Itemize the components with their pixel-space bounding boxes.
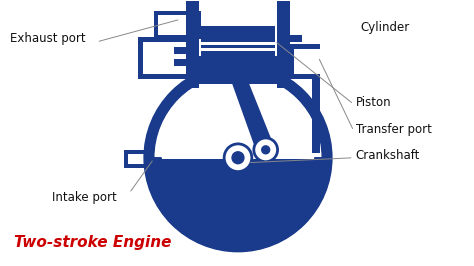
- Bar: [201, 26, 274, 36]
- Bar: [158, 15, 200, 35]
- Bar: [143, 42, 185, 74]
- Circle shape: [254, 138, 278, 162]
- Bar: [200, 56, 277, 84]
- Bar: [312, 54, 320, 153]
- Bar: [173, 47, 185, 54]
- Text: Exhaust port: Exhaust port: [10, 32, 86, 45]
- Text: Piston: Piston: [356, 96, 392, 109]
- Bar: [124, 150, 154, 168]
- Text: Intake port: Intake port: [52, 191, 117, 204]
- Bar: [173, 35, 185, 42]
- Bar: [173, 59, 185, 66]
- Text: Cylinder: Cylinder: [361, 21, 410, 34]
- Bar: [294, 49, 320, 74]
- Bar: [291, 47, 302, 54]
- Text: Crankshaft: Crankshaft: [356, 149, 420, 162]
- Bar: [138, 37, 185, 78]
- Bar: [277, 0, 291, 89]
- Bar: [185, 11, 201, 39]
- Bar: [291, 44, 320, 78]
- Bar: [201, 26, 274, 56]
- Bar: [154, 11, 200, 39]
- Polygon shape: [151, 158, 325, 245]
- Text: Transfer port: Transfer port: [356, 123, 432, 136]
- Text: Two-stroke Engine: Two-stroke Engine: [14, 235, 172, 250]
- Bar: [200, 0, 277, 84]
- Circle shape: [149, 69, 327, 247]
- Polygon shape: [222, 56, 275, 150]
- Circle shape: [224, 144, 252, 172]
- Bar: [201, 42, 274, 45]
- Bar: [201, 48, 274, 51]
- Bar: [291, 59, 302, 66]
- Circle shape: [262, 146, 270, 154]
- Circle shape: [232, 152, 244, 164]
- Bar: [128, 154, 154, 164]
- Polygon shape: [162, 82, 314, 158]
- Bar: [185, 0, 200, 89]
- Bar: [291, 35, 302, 42]
